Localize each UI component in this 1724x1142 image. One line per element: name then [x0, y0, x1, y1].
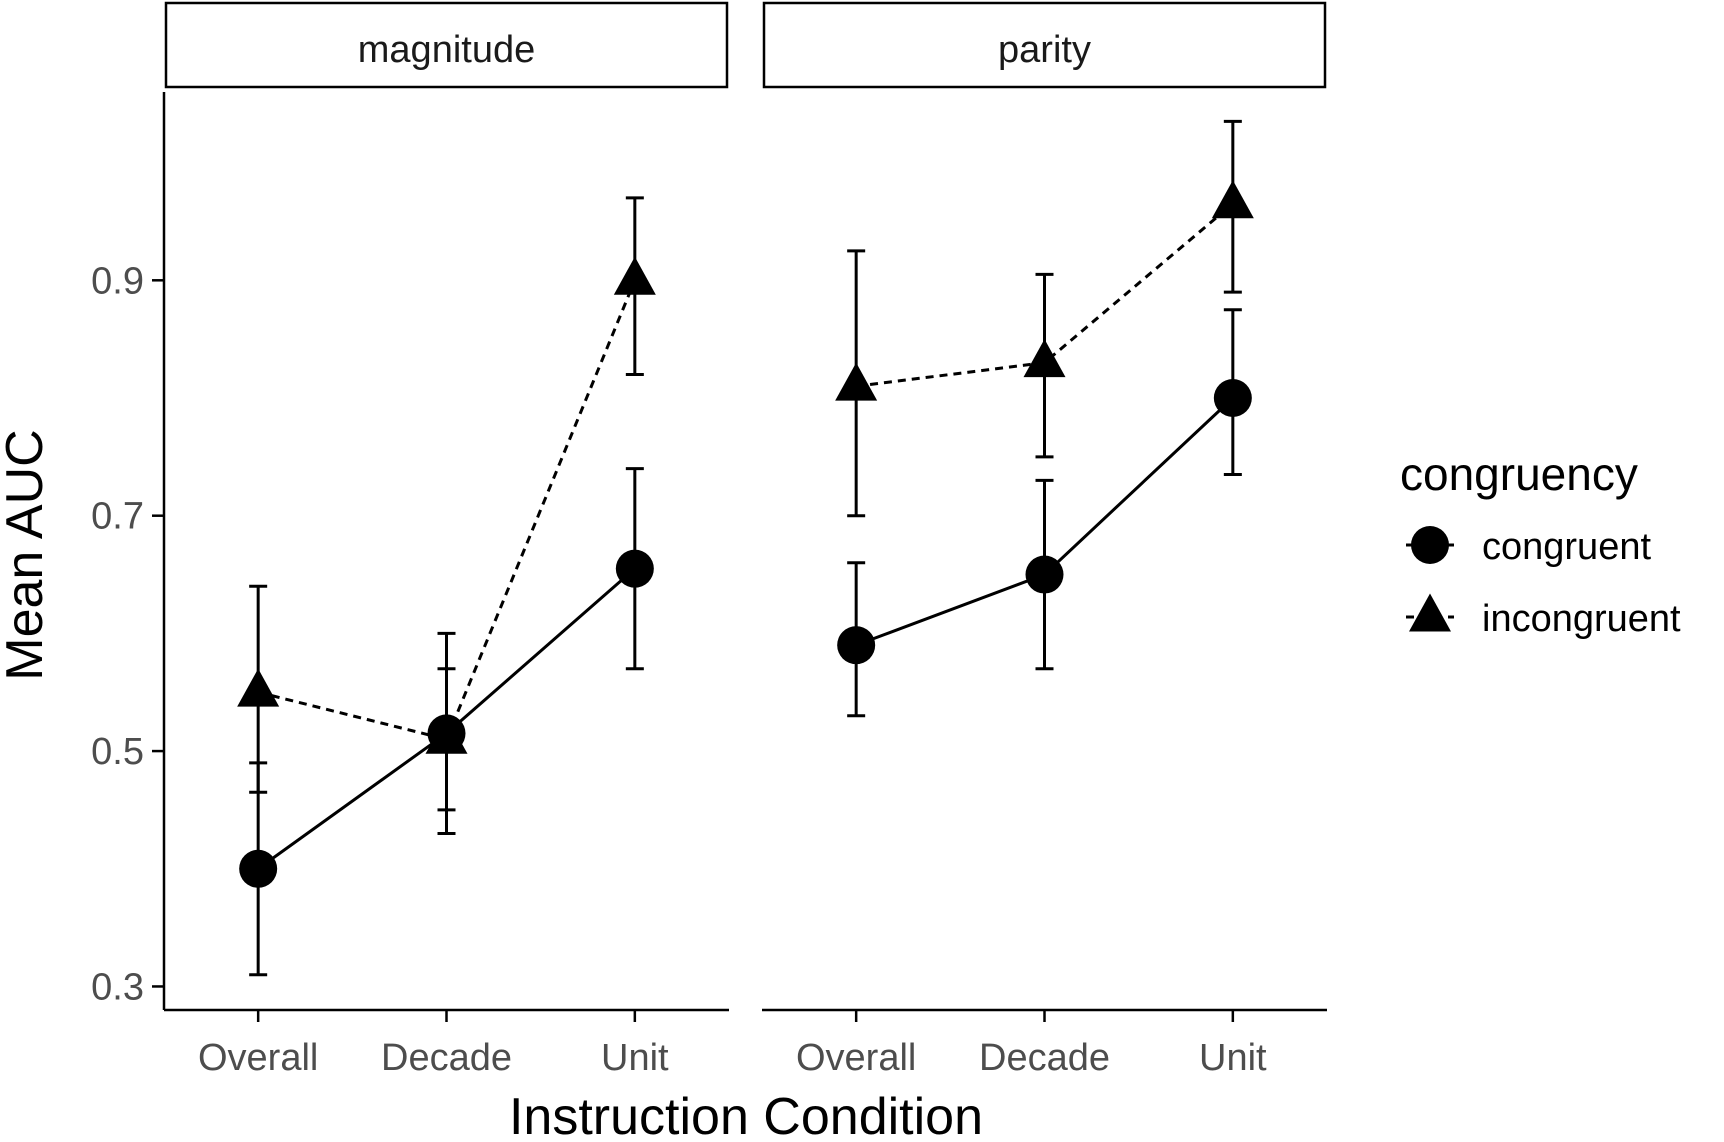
data-point: [837, 626, 876, 665]
facet-parity: parity Overall Decade Unit: [762, 1, 1327, 1079]
x-axis-title: Instruction Condition: [509, 1088, 983, 1142]
data-point: [1025, 555, 1064, 594]
y-tick-label: 0.9: [91, 260, 144, 302]
x-tick-label: Unit: [1199, 1037, 1267, 1079]
series-congruent: [837, 308, 1252, 718]
data-point: [1213, 379, 1252, 417]
data-point: [1023, 339, 1066, 378]
x-tick-label: Decade: [979, 1037, 1110, 1079]
series-incongruent: [237, 196, 656, 812]
facet-magnitude: magnitude Overall Decade Unit: [164, 1, 729, 1079]
legend-label: congruent: [1482, 526, 1651, 568]
facet-strip-label: parity: [998, 29, 1091, 71]
data-point: [835, 362, 878, 401]
facet-strip-label: magnitude: [358, 29, 535, 71]
facet-strip: [164, 1, 729, 89]
facet-panels: magnitude Overall Decade Unit parity Overall D…: [164, 1, 1327, 1079]
legend-key-marker: [1411, 526, 1449, 564]
data-point: [239, 849, 278, 888]
legend: congruency congruent incongruent: [1400, 448, 1681, 640]
facet-strip: [762, 1, 1327, 89]
series-incongruent: [835, 119, 1254, 518]
legend-key-marker: [1409, 593, 1451, 632]
data-point: [615, 549, 654, 588]
data-point: [425, 715, 468, 754]
x-tick-label: Overall: [198, 1037, 318, 1079]
legend-label: incongruent: [1482, 598, 1681, 640]
y-axis: 0.3 0.5 0.7 0.9: [91, 92, 166, 1010]
x-tick-label: Unit: [601, 1037, 669, 1079]
x-tick-label: Overall: [796, 1037, 916, 1079]
data-point: [237, 668, 280, 707]
series-line: [257, 279, 637, 742]
data-point: [1211, 180, 1254, 219]
legend-title: congruency: [1400, 448, 1638, 500]
y-tick-label: 0.3: [91, 966, 144, 1008]
y-axis-title: Mean AUC: [0, 429, 54, 680]
y-tick-label: 0.7: [91, 496, 144, 538]
x-tick-label: Decade: [381, 1037, 512, 1079]
y-tick-label: 0.5: [91, 731, 144, 773]
data-point: [613, 256, 656, 295]
legend-entry-incongruent: incongruent: [1406, 593, 1681, 640]
legend-entry-congruent: congruent: [1406, 526, 1651, 568]
